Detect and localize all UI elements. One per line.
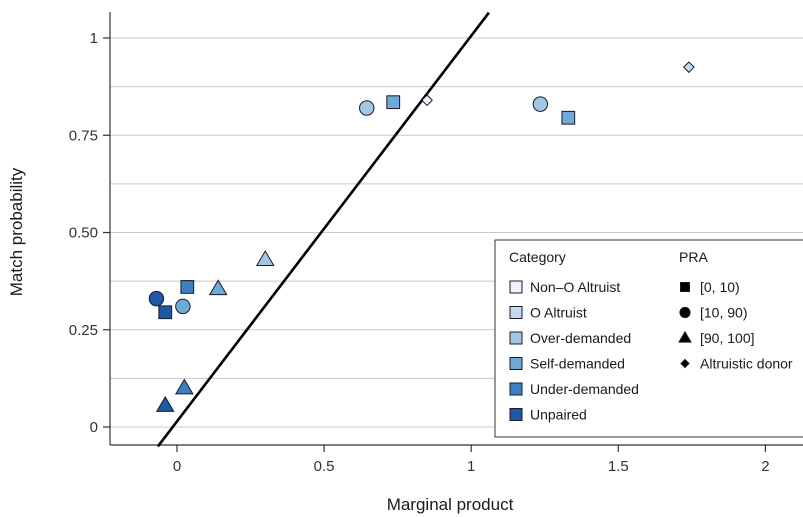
legend-swatch — [509, 382, 523, 396]
legend-pra-label: [0, 10) — [700, 279, 740, 295]
y-tick-label: 0 — [90, 419, 98, 436]
data-point-circle — [532, 96, 549, 112]
legend-swatch — [509, 280, 523, 294]
data-point-square — [158, 305, 173, 320]
legend-category-label: Unpaired — [530, 407, 587, 423]
legend-pra-label: [10, 90) — [700, 305, 747, 321]
y-tick-label: 0.25 — [69, 322, 98, 339]
data-point-circle — [175, 298, 191, 315]
data-point-diamond — [421, 94, 433, 107]
data-point-triangle — [208, 279, 228, 296]
legend-category-label: O Altruist — [530, 305, 587, 321]
y-tick-label: 0.75 — [69, 127, 98, 144]
fit-line-group — [156, 11, 490, 448]
legend-swatch — [509, 357, 523, 370]
data-point-diamond — [683, 61, 695, 74]
data-points — [148, 61, 695, 412]
legend-pra-title: PRA — [679, 249, 708, 265]
legend-category-label: Under-demanded — [530, 381, 639, 397]
data-point-triangle — [174, 378, 194, 395]
y-tick-label: 0.50 — [69, 225, 98, 242]
data-point-square — [561, 110, 576, 125]
legend: Category PRA Non–O Altruist O Altruist Over-… — [494, 239, 803, 438]
x-tick-label: 2 — [761, 458, 769, 475]
legend-pra-square — [680, 282, 690, 292]
legend-category-label: Non–O Altruist — [530, 279, 620, 295]
data-point-triangle — [155, 395, 175, 412]
legend-swatch — [509, 331, 523, 345]
legend-pra-circle — [679, 306, 691, 319]
legend-pra-triangle — [678, 330, 692, 343]
x-tick-label: 0 — [173, 458, 181, 475]
legend-box — [494, 239, 803, 438]
y-axis-title: Match probability — [7, 167, 26, 296]
legend-pra-label: [90, 100] — [700, 330, 755, 346]
legend-swatch — [509, 306, 523, 319]
data-point-square — [180, 280, 195, 294]
legend-category-label: Over-demanded — [530, 330, 631, 346]
x-tick-label: 1 — [467, 458, 475, 475]
legend-pra-diamond — [680, 358, 690, 369]
legend-swatch — [509, 408, 523, 421]
x-axis-title: Marginal product — [387, 495, 514, 514]
y-tick-label: 1 — [90, 30, 98, 47]
axes: 0 0.25 0.50 0.75 1 0 0.5 1 1.5 2 — [69, 12, 803, 475]
legend-category-title: Category — [509, 249, 566, 265]
legend-pra-label: Altruistic donor — [700, 356, 793, 372]
data-point-square — [386, 95, 401, 110]
data-point-triangle — [255, 250, 275, 267]
x-tick-label: 1.5 — [608, 458, 629, 475]
x-tick-label: 0.5 — [314, 458, 335, 475]
legend-category-label: Self-demanded — [530, 356, 625, 372]
fit-line — [156, 11, 490, 448]
grid-lines — [110, 37, 803, 428]
data-point-circle — [148, 290, 165, 307]
data-point-circle — [359, 100, 375, 116]
